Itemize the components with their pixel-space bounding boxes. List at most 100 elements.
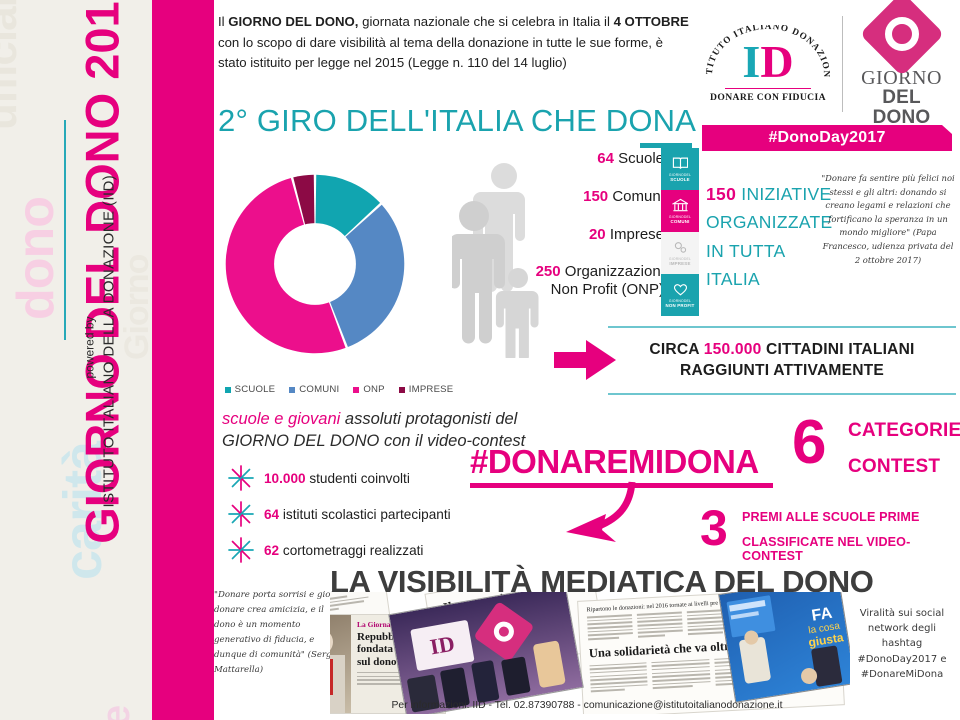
legend-swatch xyxy=(398,386,405,393)
watermark-word: ufficiale xyxy=(0,0,26,130)
powered-by-block: powered by ISTITUTO ITALIANO DELLA DONAZ… xyxy=(82,174,118,508)
donut-chart-svg xyxy=(225,174,405,354)
press-photo-mattarella xyxy=(330,615,351,713)
intro-part-e: con lo scopo di dare visibilità al tema … xyxy=(218,34,663,71)
clipping-headline-2: fondata xyxy=(357,643,394,656)
stat-row-comuni: 150 Comuni xyxy=(452,188,664,207)
donut-slice-comuni xyxy=(315,204,405,347)
star-bullet-icon xyxy=(228,465,254,491)
watermark-word: dono xyxy=(7,196,65,320)
gears-icon xyxy=(672,240,689,255)
badge-category-label: IMPRESE xyxy=(669,260,691,266)
legend-swatch xyxy=(224,386,231,393)
virality-line5: #DonareMiDona xyxy=(860,668,944,680)
reach-prefix: CIRCA xyxy=(649,341,704,358)
legend-item-imprese: IMPRESE xyxy=(398,384,454,395)
bank-icon xyxy=(670,198,690,213)
contest-six-labels: CATEGORIE CONTEST xyxy=(848,420,960,478)
legend-label: IMPRESE xyxy=(408,384,454,395)
svg-text:ISTITUTO ITALIANO DONAZIONE: ISTITUTO ITALIANO DONAZIONE xyxy=(702,25,832,77)
badge-comuni: GIORNODEL COMUNI xyxy=(661,190,699,232)
monogram-i: I xyxy=(742,35,761,87)
chart-legend: SCUOLE COMUNI ONP IMPRESE xyxy=(224,384,454,395)
donut-chart xyxy=(222,152,408,376)
legend-label: ONP xyxy=(363,384,385,395)
initiatives-line1: 150 INIZIATIVE xyxy=(706,180,836,208)
section-title-underline xyxy=(640,143,692,148)
donoday-hashtag-banner: #DonoDay2017 xyxy=(702,125,952,151)
heart-icon xyxy=(672,282,689,297)
virality-line1: Viralità sui social xyxy=(859,608,945,619)
reach-rule-bottom xyxy=(608,393,956,396)
clipping-headline-3: sul dono xyxy=(357,655,397,668)
footer-contact: Per informazioni: IID - Tel. 02.87390788… xyxy=(391,700,783,711)
virality-line2: network degli xyxy=(867,623,937,635)
contest-three-number: 3 xyxy=(700,500,728,556)
schools-lead-rest: assoluti protagonisti del xyxy=(340,410,518,428)
contest-premi-label: PREMI ALLE SCUOLE PRIME xyxy=(742,510,920,524)
school-bullet: 62 cortometraggi realizzati xyxy=(228,532,528,568)
stat-number: 250 xyxy=(535,263,561,281)
contest-contest-label: CONTEST xyxy=(848,456,941,477)
mattarella-quote-text: "Donare porta sorrisi e gioia, donare cr… xyxy=(214,590,341,660)
school-bullet-text: 10.000 studenti coinvolti xyxy=(264,470,410,486)
pope-quote-text: "Donare fa sentire più felici noi stessi… xyxy=(821,173,955,238)
badge-brand-label: GIORNODEL xyxy=(668,172,692,177)
stat-row-organizzazioni: 250 Organizzazioni Non Profit (ONP) xyxy=(452,263,664,299)
initiatives-block: 150 INIZIATIVE ORGANIZZATE IN TUTTA ITAL… xyxy=(706,180,836,293)
school-bullet-text: 64 istituti scolastici partecipanti xyxy=(264,506,451,522)
legend-swatch xyxy=(353,386,360,393)
section-title: 2° GIRO DELL'ITALIA CHE DONA xyxy=(218,103,697,138)
stat-label-2: Non Profit (ONP) xyxy=(550,281,664,299)
school-bullet-number: 64 xyxy=(264,506,280,522)
powered-by-label: powered by xyxy=(82,316,97,379)
contest-three-labels: PREMI ALLE SCUOLE PRIME CLASSIFICATE NEL… xyxy=(742,510,960,563)
initiatives-line3: IN TUTTA ITALIA xyxy=(706,240,785,290)
reach-line1: CIRCA 150.000 CITTADINI ITALIANI xyxy=(608,340,956,361)
logo-block: ISTITUTO ITALIANO DONAZIONE ID DONARE CO… xyxy=(702,0,952,160)
curved-arrow-icon xyxy=(560,480,680,550)
badge-category-label: NON PROFIT xyxy=(665,302,695,308)
badge-category-label: COMUNI xyxy=(670,218,690,224)
virality-line4: #DonoDay2017 e xyxy=(857,653,947,665)
category-badges: GIORNODEL SCUOLE GIORNODEL COMUNI GIORNODEL I… xyxy=(661,148,699,316)
badge-brand-label: GIORNODEL xyxy=(668,214,692,219)
legend-item-comuni: COMUNI xyxy=(289,384,339,395)
star-bullet-icon xyxy=(228,501,254,527)
donoday-hashtag-text: #DonoDay2017 xyxy=(768,129,886,146)
legend-label: COMUNI xyxy=(299,384,340,395)
mattarella-quote: "Donare porta sorrisi e gioia, donare cr… xyxy=(214,588,342,678)
schools-bullets: 10.000 studenti coinvolti 64 istituti sco… xyxy=(228,460,528,568)
reach-suffix: CITTADINI ITALIANI xyxy=(761,341,915,358)
stat-row-scuole: 64 Scuole xyxy=(452,150,664,169)
reach-line2: RAGGIUNTI ATTIVAMENTE xyxy=(679,361,885,379)
stat-label: Scuole xyxy=(618,150,664,167)
badge-nonprofit: GIORNODEL NON PROFIT xyxy=(661,274,699,316)
tv-id-logo: ID xyxy=(410,619,475,672)
iid-logo: ISTITUTO ITALIANO DONAZIONE ID DONARE CO… xyxy=(702,25,834,104)
school-bullet-number: 62 xyxy=(264,542,280,558)
badge-category-label: SCUOLE xyxy=(670,176,690,182)
badge-scuole: GIORNODEL SCUOLE xyxy=(661,148,699,190)
badge-imprese: GIORNODEL IMPRESE xyxy=(661,232,699,274)
gdd-logo: GIORNO DEL DONO xyxy=(851,0,952,128)
intro-bold-gdd: GIORNO DEL DONO, xyxy=(228,14,359,29)
hashtag-underline xyxy=(470,483,773,488)
iid-tagline: DONARE CON FIDUCIA xyxy=(710,92,826,104)
stats-list: 64 Scuole 150 Comuni 20 Imprese 250 Organiz… xyxy=(452,150,664,318)
badge-brand-label: GIORNODEL xyxy=(668,298,692,303)
reach-block: CIRCA 150.000 CITTADINI ITALIANI RAGGIUN… xyxy=(608,340,956,396)
stat-number: 64 xyxy=(597,150,614,167)
tv-fa-la-cosa-giusta-photo: FA la cosa giusta xyxy=(718,592,850,703)
stat-number: 20 xyxy=(588,225,606,243)
organization-name: ISTITUTO ITALIANO DELLA DONAZIONE (IID) xyxy=(100,174,118,508)
mattarella-quote-attribution: (Sergio Mattarella) xyxy=(214,649,340,675)
schools-lead-pink: scuole e giovani xyxy=(222,410,341,428)
campaign-hashtag: #DONAREMIDONA xyxy=(470,443,759,480)
legend-item-scuole: SCUOLE xyxy=(224,384,276,395)
initiatives-number: 150 xyxy=(706,184,737,204)
pink-arrow-icon xyxy=(554,340,616,380)
pope-quote: "Donare fa sentire più felici noi stessi… xyxy=(820,172,956,267)
banner-notch xyxy=(942,125,952,134)
iid-arc-text-icon: ISTITUTO ITALIANO DONAZIONE xyxy=(702,25,832,77)
